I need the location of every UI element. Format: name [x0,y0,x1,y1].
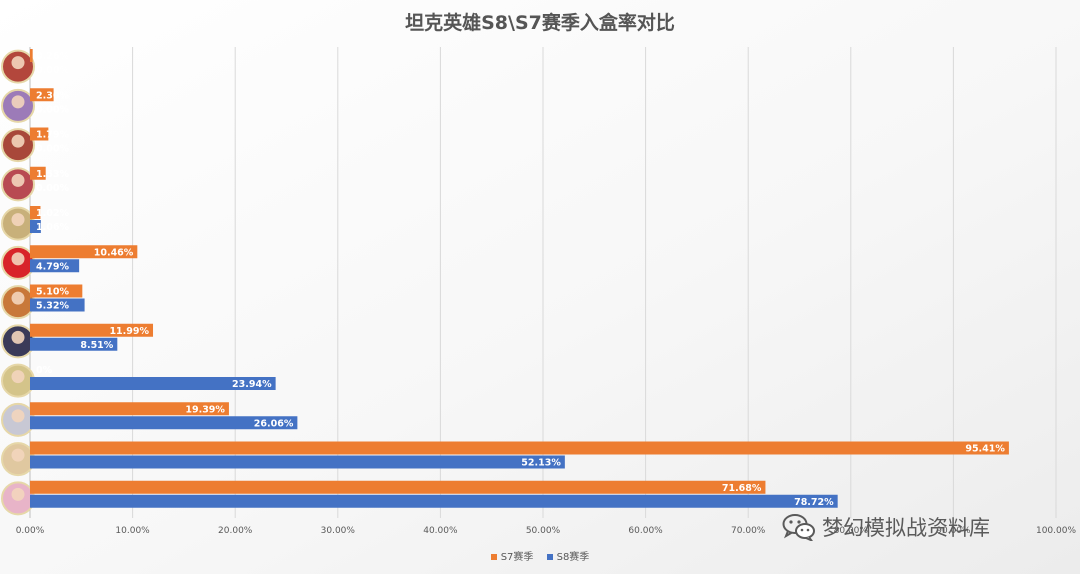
x-tick-label: 10.00% [115,526,150,536]
data-label-s7: 1.79% [36,130,69,141]
bar-s7 [30,480,766,494]
x-tick-label: 20.00% [218,526,253,536]
data-label-s8: 52.13% [521,458,561,469]
hero-avatar-face [11,487,25,501]
data-label-s8: 26.06% [254,418,294,429]
chart-title: 坦克英雄S8\S7赛季入盒率对比 [405,12,675,34]
data-label-s7: 0% [36,365,53,376]
bar-s7 [30,441,1009,455]
x-tick-label: 80.00% [834,526,869,536]
legend-item-s8: S8赛季 [546,548,590,563]
data-label-s8: 1.06% [36,222,69,233]
x-tick-label: 40.00% [423,526,458,536]
data-label-s7: 10.46% [94,247,134,258]
bar-s7 [30,49,33,62]
hero-avatar-face [11,95,25,109]
legend-item-s7: S7赛季 [490,548,534,563]
data-label-s8: 0.00% [36,65,69,76]
data-label-s8: 8.51% [80,340,113,351]
legend-swatch-s7 [490,554,497,560]
watermark: 梦幻模拟战资料库 [782,512,990,542]
bar-s7 [30,127,49,141]
data-label-s8: 5.32% [36,301,69,312]
data-label-s7: 95.41% [965,444,1005,455]
data-label-s8: 4.79% [36,261,69,272]
bar-s7 [30,88,54,102]
bar-s7 [30,245,138,259]
legend-label-s8: S8赛季 [556,552,590,563]
data-label-s8: 23.94% [232,379,272,390]
data-label-s8: 0.00% [36,104,69,115]
x-tick-label: 30.00% [321,526,356,536]
bar-s8 [30,337,118,351]
data-label-s8: 78.72% [794,497,834,508]
hero-avatar-face [11,252,25,266]
bar-s7 [30,166,46,180]
x-tick-label: 100.00% [1036,526,1076,536]
data-label-s7: 0.26% [36,51,69,62]
data-label-s8: 0.00% [36,144,69,155]
hero-avatar-face [11,213,25,227]
bar-s8 [30,494,838,508]
data-label-s7: 19.39% [185,404,225,415]
data-label-s7: 5.10% [36,287,69,298]
x-tick-label: 50.00% [526,526,561,536]
watermark-text: 梦幻模拟战资料库 [822,516,990,540]
hero-avatar-face [11,134,25,148]
x-tick-label: 60.00% [628,526,663,536]
data-label-s7: 71.68% [722,483,762,494]
x-tick-label: 70.00% [731,526,766,536]
data-label-s8: 0.00% [36,183,69,194]
bar-s8 [30,455,565,469]
hero-avatar-face [11,291,25,305]
data-label-s7: 11.99% [109,326,149,337]
bar-s8 [30,298,85,312]
hero-avatar-face [11,330,25,344]
bar-s7 [30,402,229,416]
data-label-s7: 2.30% [36,90,69,101]
x-tick-label: 0.00% [16,526,45,536]
hero-avatar-face [11,173,25,187]
hero-avatar-face [11,370,25,384]
legend-swatch-s8 [546,554,553,560]
bar-s8 [30,259,80,273]
bar-s7 [30,323,154,337]
hero-avatar-face [11,448,25,462]
x-tick-label: 90.00% [936,526,971,536]
data-label-s7: 1.53% [36,169,69,180]
data-label-s7: 1.02% [36,208,69,219]
legend-label-s7: S7赛季 [500,552,534,563]
bar-s7 [30,206,41,219]
legend: S7赛季 S8赛季 [0,548,1080,563]
bar-s8 [30,416,298,430]
wechat-icon [782,514,815,541]
bar-s8 [30,220,41,233]
hero-avatar-face [11,56,25,70]
bar-s8 [30,377,276,390]
hero-avatar-face [11,409,25,423]
bar-s7 [30,284,83,298]
